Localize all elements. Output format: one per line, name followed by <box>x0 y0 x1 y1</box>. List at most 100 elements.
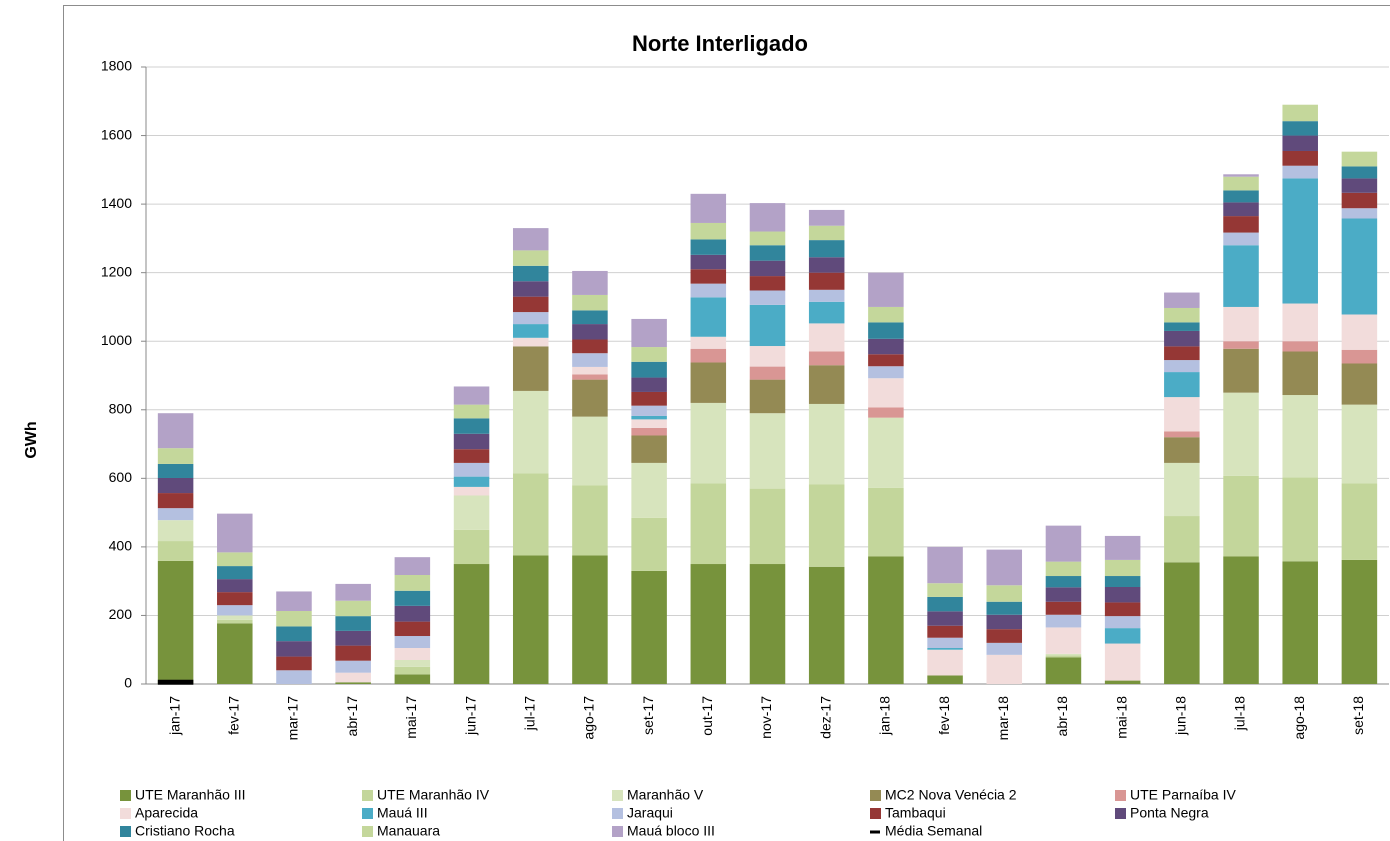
bar-segment <box>1104 680 1141 684</box>
legend-swatch <box>612 826 623 837</box>
bar-segment <box>1045 525 1082 562</box>
bar-segment <box>157 477 194 494</box>
bar-segment <box>217 605 253 616</box>
legend-label: UTE Maranhão III <box>135 787 246 803</box>
x-tick-label: fev-17 <box>225 696 241 735</box>
bar-segment <box>1164 307 1200 323</box>
legend-label: Ponta Negra <box>1130 805 1209 821</box>
bar-segment <box>631 517 667 571</box>
bar-segment <box>927 637 963 649</box>
bar-segment <box>1223 176 1259 191</box>
bar-segment <box>868 322 904 339</box>
bar-segment <box>394 636 431 649</box>
bar-segment <box>157 508 194 521</box>
x-tick-label: mar-17 <box>285 696 301 741</box>
bar-segment <box>1341 192 1378 209</box>
x-tick-label: ago-17 <box>581 696 597 740</box>
legend-label: Cristiano Rocha <box>135 823 235 839</box>
bar-segment <box>512 250 549 266</box>
bar-segment <box>631 361 667 378</box>
legend-swatch <box>120 808 131 819</box>
bar-segment <box>512 324 549 338</box>
bar-segment <box>1104 535 1141 560</box>
bar-segment <box>1341 363 1378 405</box>
bar-segment <box>1223 202 1259 217</box>
bar-segment <box>276 626 312 642</box>
bar-segment <box>749 366 786 380</box>
bar-segment <box>927 648 963 650</box>
bar-segment <box>453 449 490 463</box>
bar-segment <box>631 427 667 436</box>
bar-segment <box>986 629 1023 643</box>
bar-segment <box>631 570 667 684</box>
bar-segment <box>1341 178 1378 193</box>
bar-segment <box>1104 576 1141 587</box>
bar-segment <box>276 670 312 684</box>
bar-segment <box>1282 351 1318 396</box>
bar-segment <box>1164 330 1200 347</box>
bar-segment <box>749 413 786 489</box>
bar-segment <box>1104 628 1141 644</box>
bar-segment <box>690 483 727 565</box>
bar-segment <box>690 297 727 337</box>
bar-segment <box>276 641 312 657</box>
bar-segment <box>808 323 845 352</box>
bar-segment <box>1223 190 1259 203</box>
bar-segment <box>1282 303 1318 342</box>
bar-segment <box>335 630 371 646</box>
bar-segment <box>1164 322 1200 331</box>
bar-segment <box>512 346 549 391</box>
bar-segment <box>572 416 608 486</box>
bar-segment <box>1223 216 1259 233</box>
bar-segment <box>927 649 963 676</box>
bar-segment <box>335 660 371 673</box>
bar-segment <box>927 675 963 684</box>
y-tick-label: 800 <box>109 400 133 416</box>
bar-segment <box>1282 561 1318 684</box>
x-tick-label: jul-17 <box>521 696 537 731</box>
bar-segment <box>986 642 1023 655</box>
bar-segment <box>986 585 1023 602</box>
x-tick-label: fev-18 <box>936 696 952 735</box>
bar-segment <box>868 487 904 557</box>
bar-segment <box>1282 150 1318 166</box>
bar-segment <box>572 374 608 380</box>
bar-segment <box>1341 349 1378 364</box>
legend-label: Mauá bloco III <box>627 823 715 839</box>
bar-segment <box>1282 135 1318 151</box>
bar-segment <box>394 605 431 622</box>
y-tick-label: 1600 <box>101 126 132 142</box>
bar-segment <box>1282 121 1318 136</box>
bar-segment <box>1164 397 1200 432</box>
legend-label: UTE Maranhão IV <box>377 787 490 803</box>
legend-label: Tambaqui <box>885 805 946 821</box>
bar-segment <box>808 365 845 404</box>
bar-segment <box>394 666 431 675</box>
bar-segment <box>512 265 549 282</box>
bar-segment <box>1282 178 1318 304</box>
x-tick-label: jan-18 <box>877 696 893 736</box>
bar-segment <box>631 462 667 518</box>
bar-segment <box>927 583 963 597</box>
bar-segment <box>1164 292 1200 308</box>
bar-segment <box>1104 559 1141 577</box>
bar-segment <box>631 347 667 362</box>
bar-segment <box>572 555 608 684</box>
bar-segment <box>1045 657 1082 684</box>
bar-segment <box>808 351 845 366</box>
bar-segment <box>1164 360 1200 373</box>
bar-segment <box>1104 586 1141 603</box>
bar-segment <box>808 301 845 324</box>
x-tick-label: mai-18 <box>1113 696 1129 739</box>
bar-segment <box>927 611 963 626</box>
bar-segment <box>1104 616 1141 629</box>
legend-label: Mauá III <box>377 805 428 821</box>
bar-segment <box>868 378 904 408</box>
bar-segment <box>453 462 490 477</box>
bar-segment <box>808 272 845 290</box>
bar-segment <box>749 290 786 305</box>
legend-swatch <box>1115 790 1126 801</box>
y-tick-label: 1000 <box>101 332 132 348</box>
legend-swatch <box>612 808 623 819</box>
